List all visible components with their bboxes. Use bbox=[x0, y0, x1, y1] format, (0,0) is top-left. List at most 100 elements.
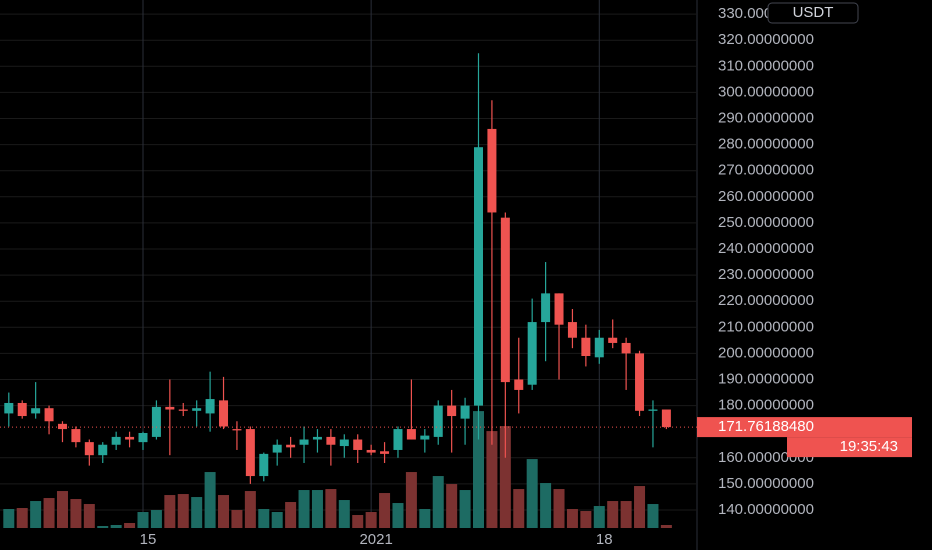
volume-bar bbox=[43, 498, 55, 528]
candles bbox=[4, 53, 671, 484]
y-tick-label: 210.00000000 bbox=[718, 318, 814, 335]
volume-bar bbox=[164, 495, 176, 528]
candle-body bbox=[138, 432, 148, 443]
y-tick-label: 270.00000000 bbox=[718, 162, 814, 179]
volume-bar bbox=[124, 523, 136, 528]
volume-bar bbox=[405, 472, 417, 528]
volume-bar bbox=[513, 489, 525, 528]
volume-bar bbox=[231, 510, 243, 528]
candle-body bbox=[487, 128, 497, 213]
y-tick-label: 250.00000000 bbox=[718, 214, 814, 231]
volume-bar bbox=[459, 490, 471, 528]
candle-body bbox=[648, 409, 658, 411]
candle-body bbox=[57, 423, 67, 430]
candle-body bbox=[98, 444, 108, 456]
candle-body bbox=[339, 439, 349, 447]
candle-body bbox=[71, 429, 81, 443]
candle-body bbox=[500, 217, 510, 383]
candle-body bbox=[151, 406, 161, 437]
candle-body bbox=[554, 293, 564, 325]
y-tick-label: 290.00000000 bbox=[718, 109, 814, 126]
volume-layer bbox=[3, 411, 672, 528]
volume-bar bbox=[271, 512, 283, 528]
y-tick-label: 230.00000000 bbox=[718, 266, 814, 283]
volume-bar bbox=[566, 509, 578, 528]
candle-body bbox=[380, 451, 390, 454]
candle-body bbox=[192, 408, 202, 411]
y-tick-label: 260.00000000 bbox=[718, 188, 814, 205]
candle-body bbox=[205, 399, 215, 414]
countdown-badge bbox=[787, 437, 912, 458]
volume-bar bbox=[540, 483, 552, 528]
volume-bar bbox=[365, 512, 377, 528]
y-tick-label: 200.00000000 bbox=[718, 344, 814, 361]
volume-bar bbox=[338, 500, 350, 528]
y-tick-label: 280.00000000 bbox=[718, 136, 814, 153]
volume-bar bbox=[204, 472, 216, 528]
volume-bar bbox=[620, 501, 632, 528]
volume-bar bbox=[97, 526, 109, 528]
volume-bar bbox=[352, 515, 364, 528]
volume-bar bbox=[499, 426, 511, 528]
volume-bar bbox=[473, 411, 484, 528]
volume-bar bbox=[3, 509, 15, 528]
candle-body bbox=[353, 439, 363, 450]
y-tick-label: 310.00000000 bbox=[718, 57, 814, 74]
volume-bar bbox=[311, 490, 323, 528]
volume-bar bbox=[446, 484, 458, 528]
candle-body bbox=[326, 436, 336, 445]
candle-body bbox=[245, 429, 255, 477]
candle-body bbox=[420, 435, 430, 440]
y-tick-label: 240.00000000 bbox=[718, 240, 814, 257]
last-price-label: 171.76188480 bbox=[718, 418, 814, 435]
volume-bar bbox=[553, 489, 565, 528]
candle-body bbox=[219, 400, 229, 427]
volume-bar bbox=[593, 506, 605, 528]
volume-bar bbox=[526, 459, 538, 528]
volume-bar bbox=[392, 503, 404, 528]
y-tick-label: 300.00000000 bbox=[718, 83, 814, 100]
volume-bar bbox=[218, 495, 230, 528]
candle-body bbox=[259, 453, 269, 477]
volume-bar bbox=[70, 499, 82, 528]
candle-body bbox=[581, 337, 591, 357]
volume-bar bbox=[177, 494, 189, 528]
volume-bar bbox=[634, 486, 646, 528]
candle-body bbox=[514, 379, 524, 390]
candle-body bbox=[165, 406, 175, 410]
candle-body bbox=[312, 436, 322, 440]
y-tick-label: 150.00000000 bbox=[718, 475, 814, 492]
candle-body bbox=[286, 444, 296, 448]
candle-body bbox=[661, 409, 671, 428]
candle-body bbox=[125, 436, 135, 440]
volume-bar bbox=[137, 512, 149, 528]
candle-body bbox=[17, 402, 27, 417]
last-price-badge bbox=[697, 417, 912, 438]
y-tick-label: 320.00000000 bbox=[718, 31, 814, 48]
volume-bar bbox=[486, 431, 498, 528]
candle-body bbox=[567, 322, 577, 338]
volume-bar bbox=[325, 489, 337, 528]
volume-bar bbox=[16, 508, 28, 528]
candle-body bbox=[232, 429, 242, 431]
candle-body bbox=[44, 408, 54, 422]
candle-body bbox=[608, 337, 618, 343]
x-tick-label: 15 bbox=[140, 531, 157, 548]
candle-body bbox=[31, 408, 41, 414]
volume-bar bbox=[607, 501, 619, 528]
volume-bar bbox=[150, 510, 162, 528]
volume-bar bbox=[647, 504, 659, 528]
currency-badge bbox=[767, 2, 859, 24]
y-tick-label: 140.00000000 bbox=[718, 501, 814, 518]
candle-body bbox=[84, 442, 94, 456]
candle-body bbox=[4, 402, 14, 414]
volume-bar bbox=[379, 493, 391, 528]
currency-label: USDT bbox=[793, 4, 834, 21]
candle-body bbox=[393, 429, 403, 450]
candle-body bbox=[447, 405, 457, 417]
candle-body bbox=[272, 444, 282, 453]
volume-bar bbox=[660, 525, 672, 528]
candle-body bbox=[406, 429, 416, 440]
candle-body bbox=[460, 405, 470, 419]
candle-body bbox=[527, 322, 537, 385]
